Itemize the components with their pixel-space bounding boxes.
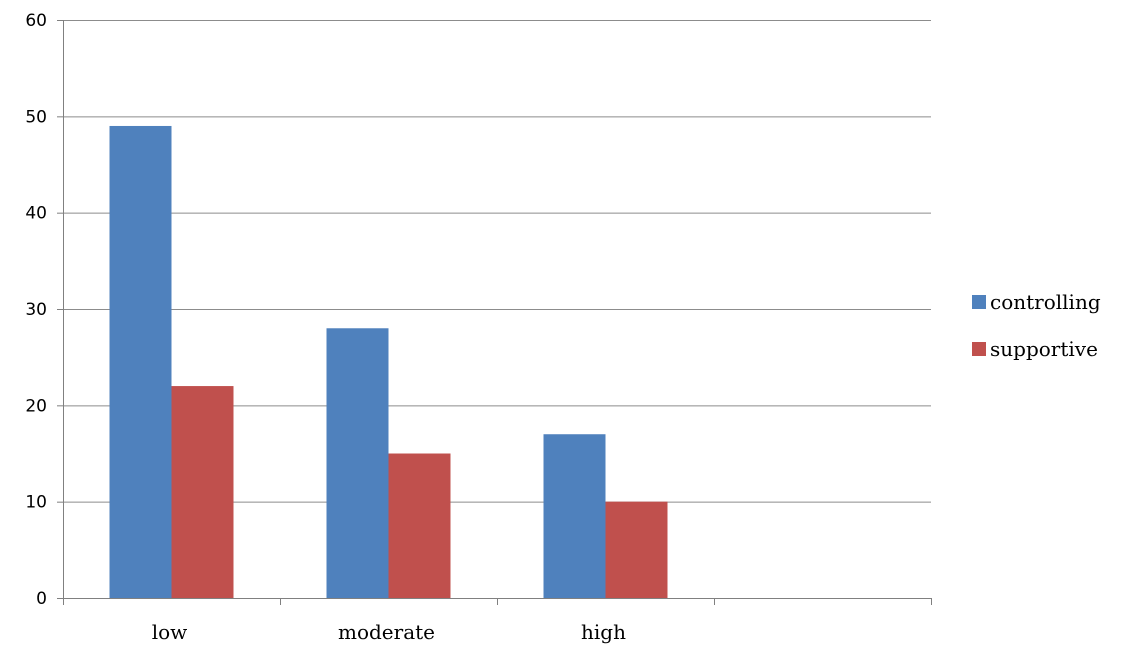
legend: controlling supportive [972, 290, 1101, 361]
y-tick-label: 0 [36, 589, 47, 609]
legend-label-supportive: supportive [990, 337, 1098, 361]
bar-supportive-low [171, 386, 234, 598]
legend-swatch-supportive [972, 342, 986, 356]
x-category-label: high [581, 620, 626, 644]
bars [109, 125, 668, 598]
bar-controlling-low [109, 125, 172, 598]
bar-supportive-high [605, 501, 668, 598]
x-category-label: moderate [338, 620, 435, 644]
bar-controlling-high [543, 434, 606, 598]
x-axis-ticks: low moderate high [63, 598, 932, 644]
bar-supportive-moderate [388, 453, 451, 598]
y-tick-label: 10 [25, 493, 47, 513]
legend-label-controlling: controlling [990, 290, 1101, 314]
y-tick-label: 50 [25, 107, 47, 127]
legend-swatch-controlling [972, 295, 986, 309]
y-tick-label: 30 [25, 300, 47, 320]
bar-controlling-moderate [326, 328, 389, 598]
y-tick-label: 20 [25, 396, 47, 416]
y-axis-ticks: 0 10 20 30 40 50 60 [25, 11, 63, 609]
x-category-label: low [152, 620, 188, 644]
axes [57, 20, 931, 604]
y-tick-label: 60 [25, 11, 47, 31]
y-tick-label: 40 [25, 204, 47, 224]
